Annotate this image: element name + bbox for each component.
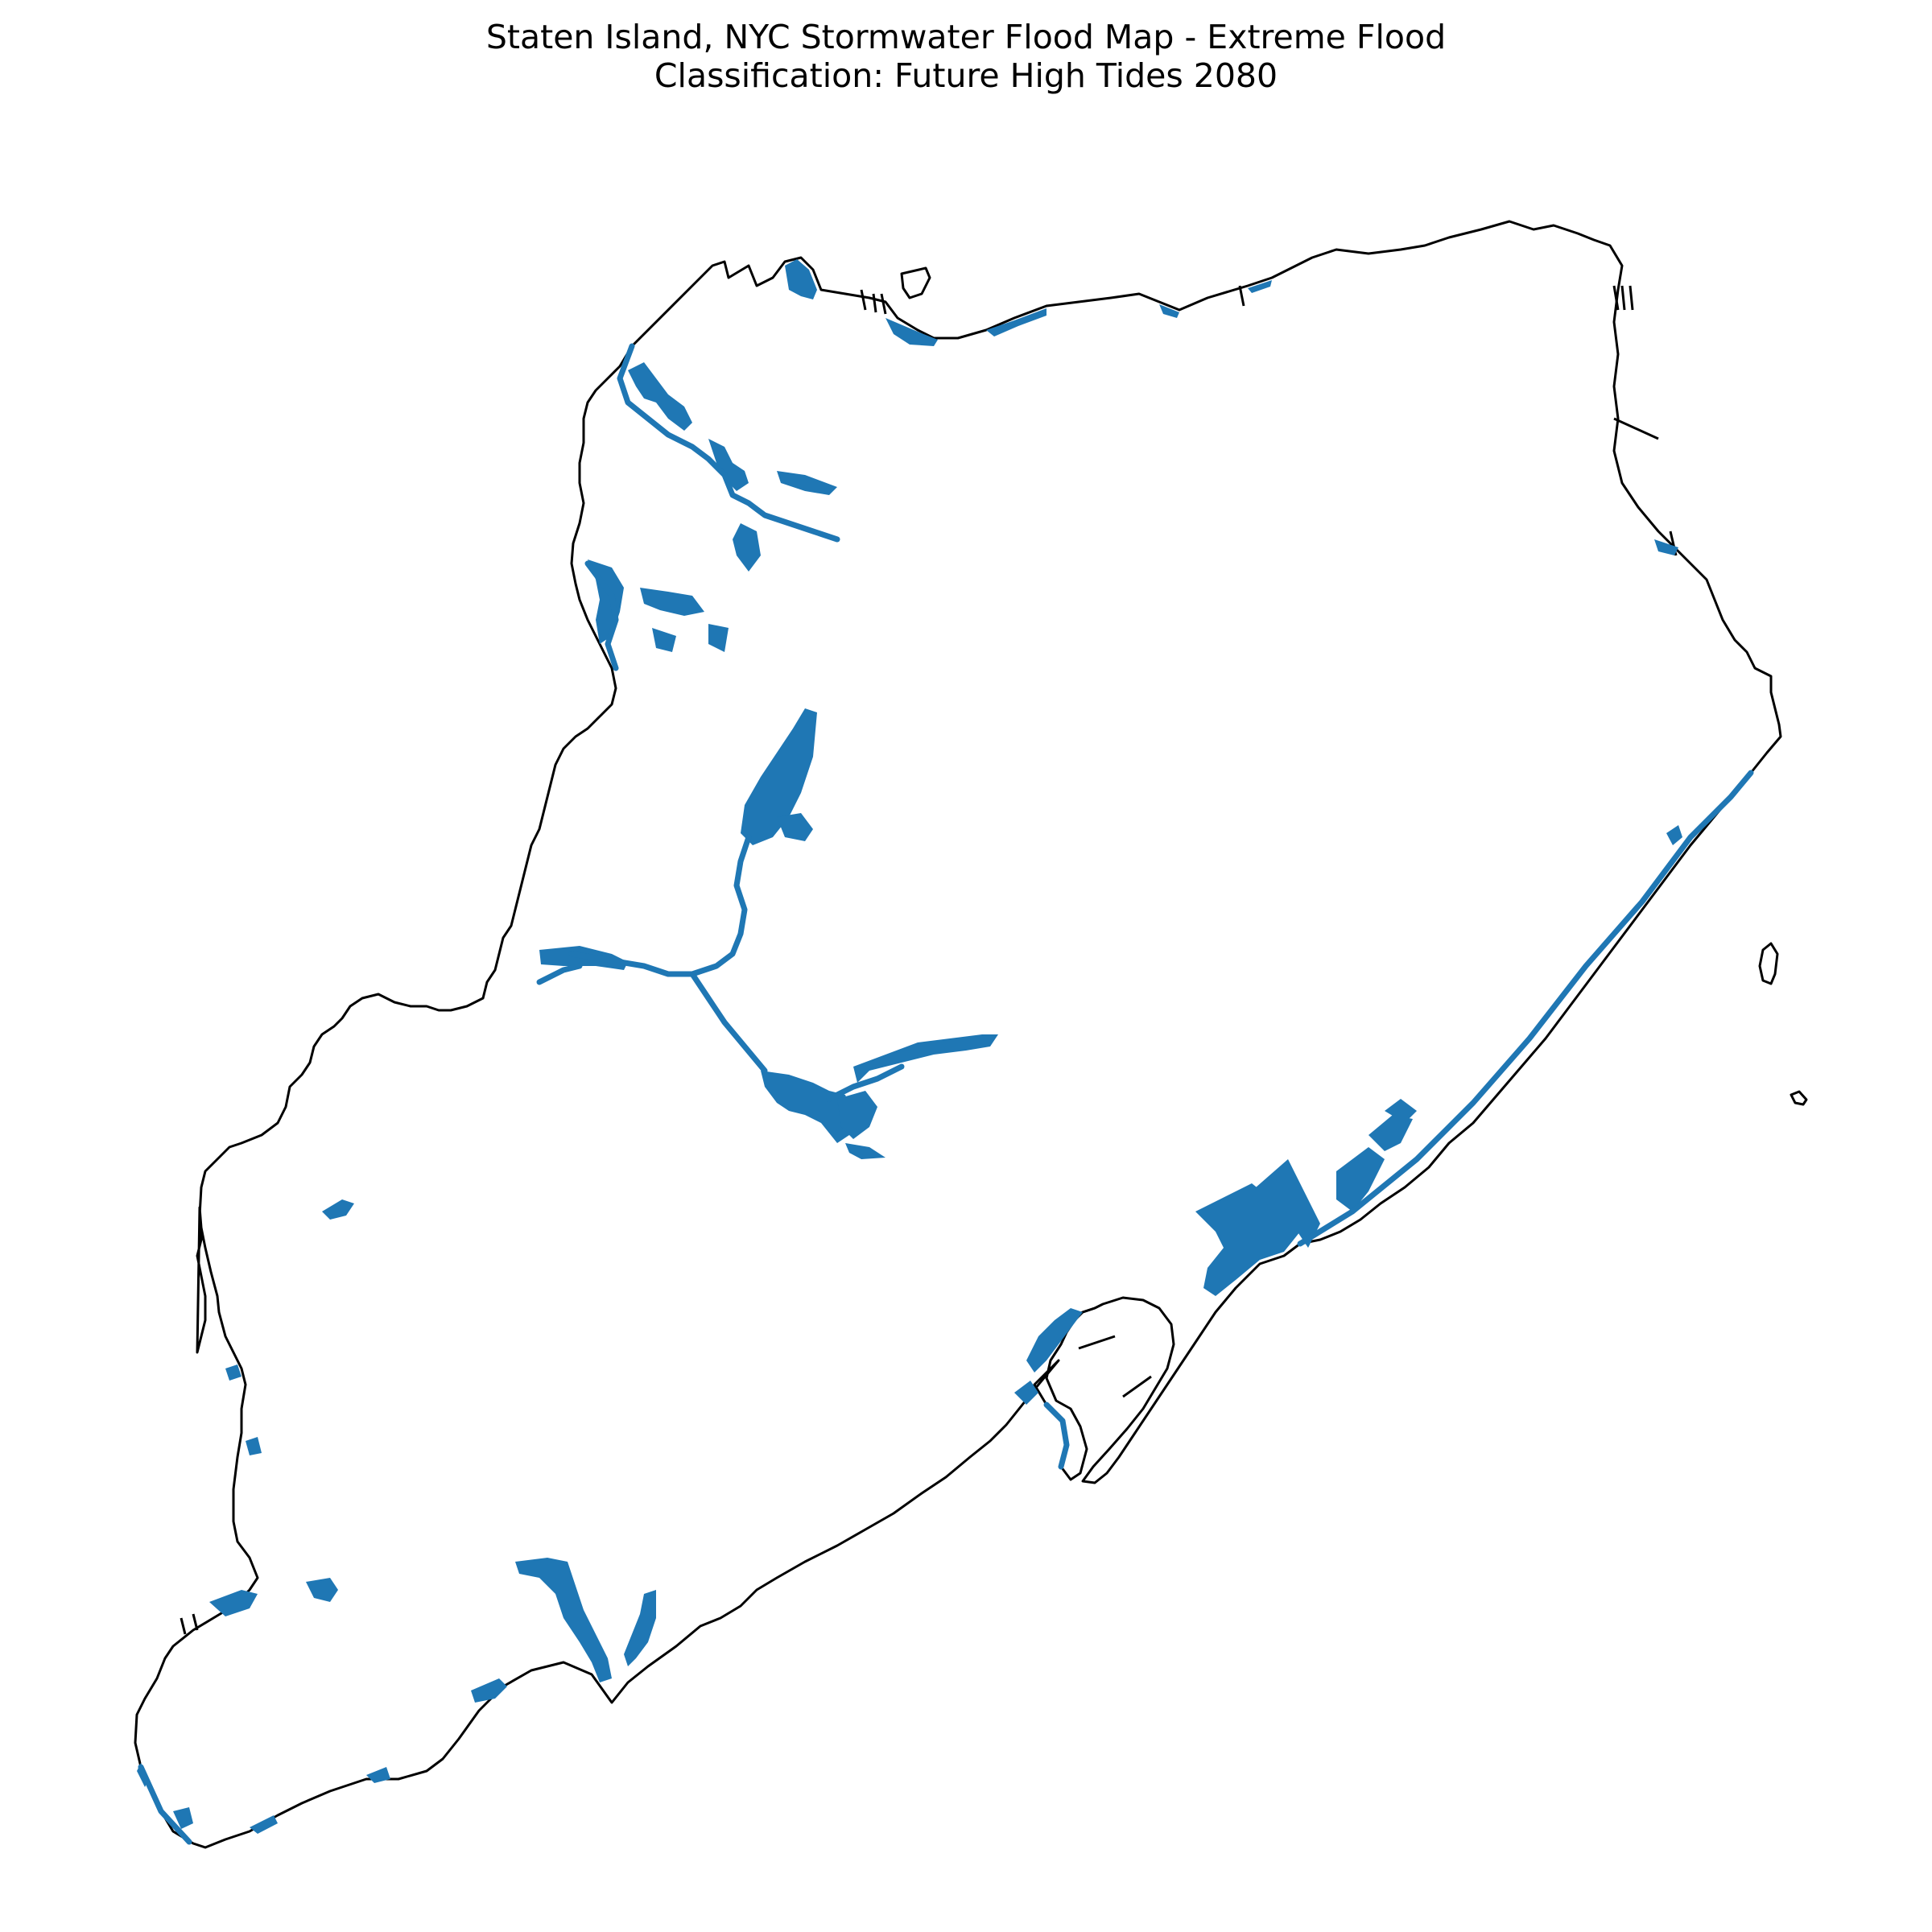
flood-area-south-shore-2: [366, 1767, 390, 1783]
flood-channel-west-bend: [536, 963, 583, 985]
flood-channel-south-shore: [138, 1764, 192, 1845]
flood-channels: [138, 343, 1754, 1845]
flood-area-north-shore-4: [1159, 304, 1179, 318]
flood-area-west-shore-1: [322, 1199, 354, 1220]
flood-area-fresh-kills-south: [761, 1071, 853, 1143]
offshore-islet-3: [900, 266, 931, 299]
flood-area-west-marsh-3: [640, 588, 704, 616]
flood-area-south-shore-1: [471, 1678, 507, 1703]
staten-island-outline: [134, 220, 1782, 1849]
piers: [180, 285, 1678, 1635]
flood-area-fresh-kills-tail: [845, 1143, 886, 1159]
offshore-islet-1: [1758, 942, 1779, 985]
flood-area-new-dorp-2: [1336, 1147, 1385, 1212]
flood-area-north-shore-3: [986, 308, 1046, 336]
flood-areas: [137, 259, 1682, 1834]
flood-area-north-shore-5: [1248, 280, 1272, 293]
flood-channel-east-shore: [1297, 770, 1754, 1247]
map-title-line-1: Staten Island, NYC Stormwater Flood Map …: [485, 18, 1447, 56]
flood-area-fresh-kills-north: [741, 708, 817, 845]
flood-channel-great-kills-spit: [1043, 1402, 1070, 1470]
flood-area-south-shore-4: [250, 1815, 278, 1834]
flood-area-south-creek-2: [624, 1590, 656, 1666]
flood-area-west-shore-4: [209, 1590, 258, 1616]
flood-channel-fresh-kills-east: [826, 1063, 905, 1102]
flood-area-midland-1: [1368, 1115, 1413, 1151]
flood-channel-fresh-kills-main: [568, 834, 752, 977]
flood-area-fresh-kills-east: [853, 1034, 998, 1083]
flood-area-south-shore-3: [173, 1807, 193, 1829]
offshore-islet-2: [1790, 1090, 1808, 1106]
flood-area-east-shore-1: [1666, 825, 1682, 845]
flood-area-north-shore-1: [785, 259, 817, 299]
flood-area-arlington-marsh: [628, 362, 692, 431]
flood-area-east-shore-2: [1654, 539, 1678, 555]
flood-area-west-marsh-4: [652, 628, 676, 652]
flood-area-fresh-kills-arm: [777, 813, 813, 841]
flood-area-oakwood: [1195, 1183, 1300, 1296]
flood-area-great-kills-south: [1014, 1381, 1038, 1405]
flood-area-south-creek-1: [515, 1558, 612, 1682]
flood-area-great-kills: [1026, 1308, 1083, 1373]
map-title: Staten Island, NYC Stormwater Flood Map …: [0, 18, 1932, 95]
flood-area-west-marsh-1: [733, 523, 761, 572]
flood-channel-kill-van-kull: [617, 343, 840, 543]
flood-area-west-shore-3: [246, 1437, 262, 1455]
flood-area-midland-2: [1385, 1099, 1417, 1123]
flood-area-north-shore-2: [886, 318, 938, 346]
flood-area-west-marsh-5: [708, 624, 729, 652]
flood-area-west-inland: [306, 1578, 338, 1602]
flood-area-fresh-kills-lower: [837, 1091, 877, 1139]
flood-channel-west-creek: [584, 560, 619, 671]
flood-area-new-dorp-1: [1256, 1159, 1320, 1248]
map-title-line-2: Classification: Future High Tides 2080: [654, 56, 1278, 95]
flood-area-west-shore-2: [225, 1364, 242, 1381]
flood-area-northwest-block: [777, 471, 837, 495]
flood-channel-fresh-kills-lower: [689, 971, 768, 1074]
flood-area-northwest-channel: [708, 439, 749, 491]
